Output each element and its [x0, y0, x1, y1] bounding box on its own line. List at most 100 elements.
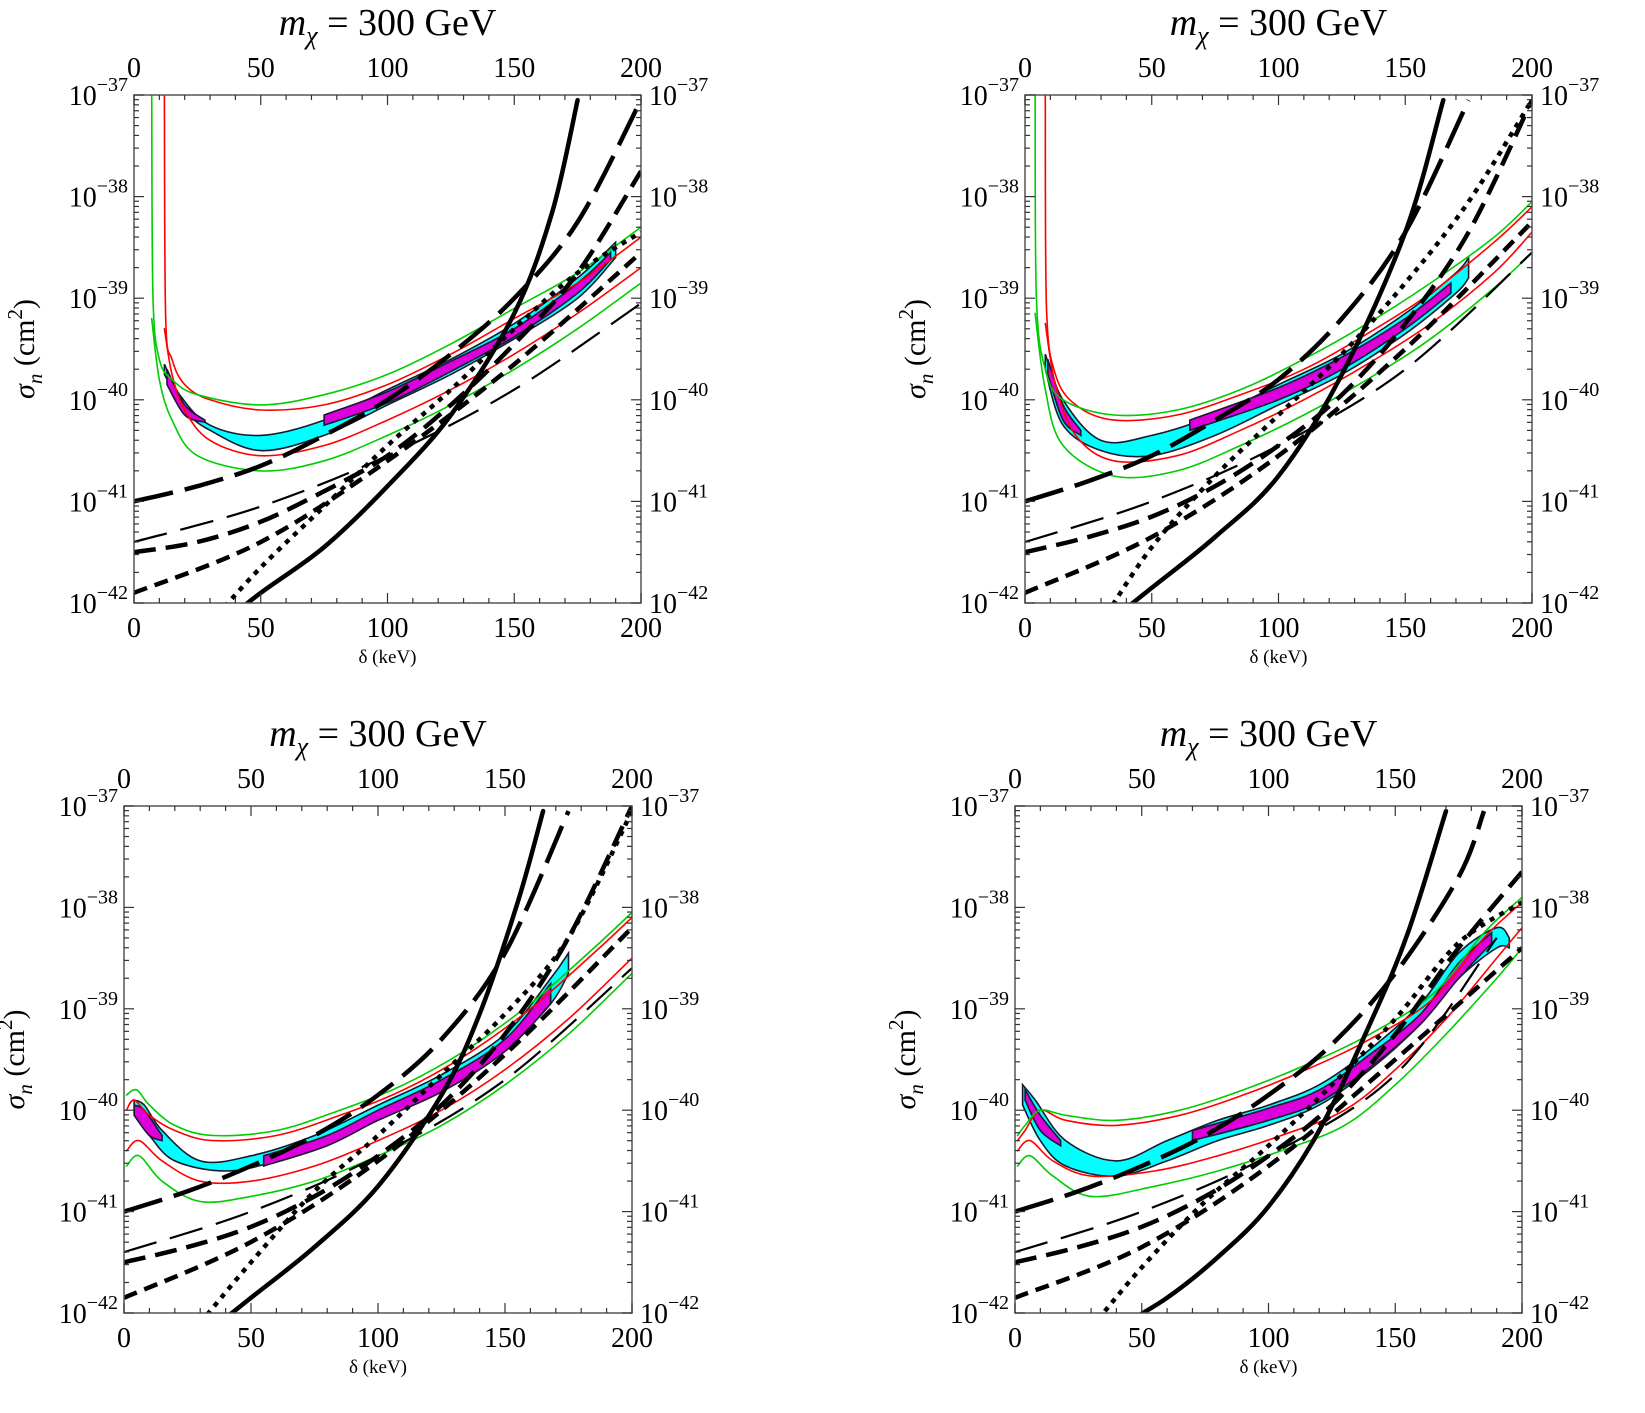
y-tick-label-right: 10−40 — [1530, 1089, 1589, 1127]
y-tick-base: 10 — [69, 81, 97, 112]
series-line-5 — [1016, 896, 1522, 1137]
y-tick-exp: −39 — [668, 988, 699, 1010]
y-tick-exp: −38 — [87, 886, 118, 908]
y-tick-base: 10 — [960, 589, 988, 620]
y-tick-exp: −40 — [668, 1089, 699, 1111]
ylabel-close: ) — [889, 1010, 922, 1020]
y-tick-base: 10 — [1540, 386, 1568, 417]
y-tick-base: 10 — [649, 386, 677, 417]
x-tick-label-top: 50 — [247, 53, 275, 84]
x-tick-label-top: 50 — [237, 764, 265, 795]
y-tick-exp: −38 — [97, 176, 128, 198]
title-rest: = 300 GeV — [1209, 2, 1388, 44]
y-tick-label-right: 10−38 — [1540, 176, 1599, 214]
y-tick-exp: −40 — [978, 1089, 1009, 1111]
y-tick-label: 10−38 — [69, 176, 128, 214]
title-var: m — [279, 2, 306, 44]
y-tick-label-right: 10−38 — [649, 176, 708, 214]
y-tick-exp: −42 — [988, 582, 1019, 604]
y-tick-base: 10 — [640, 1096, 668, 1127]
y-tick-base: 10 — [1540, 284, 1568, 315]
series-line-11 — [124, 926, 632, 1300]
y-tick-exp: −38 — [978, 886, 1009, 908]
y-tick-label-right: 10−42 — [1530, 1292, 1589, 1330]
y-tick-exp: −41 — [97, 480, 128, 502]
series-line-6 — [150, 282, 641, 472]
y-tick-label: 10−39 — [950, 988, 1009, 1026]
x-tick-label: 200 — [1511, 613, 1553, 644]
x-tick-label-top: 100 — [367, 53, 409, 84]
x-tick-label-top: 150 — [1374, 764, 1416, 795]
y-tick-base: 10 — [1540, 183, 1568, 214]
y-tick-label: 10−39 — [960, 277, 1019, 315]
ylabel-sym: σ — [0, 1093, 31, 1109]
series-line-7 — [228, 808, 546, 1313]
y-tick-exp: −40 — [97, 379, 128, 401]
series-line-8 — [225, 230, 641, 603]
panel-top-left: mχ = 300 GeV00505010010015015020020010−4… — [3, 2, 708, 668]
y-tick-exp: −39 — [1558, 988, 1589, 1010]
y-tick-exp: −38 — [1558, 886, 1589, 908]
panel-bottom-right: mχ = 300 GeV00505010010015015020020010−4… — [884, 713, 1589, 1378]
x-tick-label: 50 — [1128, 1323, 1156, 1354]
series-line-11 — [1025, 220, 1532, 595]
series-line-12 — [1015, 937, 1498, 1254]
x-tick-label-top: 200 — [611, 764, 653, 795]
y-tick-exp: −37 — [978, 785, 1009, 807]
y-tick-label-right: 10−38 — [640, 886, 699, 924]
x-axis-label: δ (keV) — [1249, 647, 1307, 668]
x-tick-label: 200 — [620, 613, 662, 644]
plot-area — [134, 95, 641, 603]
y-tick-label-right: 10−39 — [1540, 277, 1599, 315]
y-tick-label: 10−37 — [69, 74, 128, 112]
y-tick-exp: −39 — [677, 277, 708, 299]
ylabel-sup: 2 — [0, 1020, 17, 1031]
y-tick-base: 10 — [1530, 1096, 1558, 1127]
y-tick-exp: −41 — [668, 1191, 699, 1213]
y-tick-base: 10 — [960, 386, 988, 417]
title-sub: χ — [1184, 732, 1199, 761]
ylabel-sub: n — [13, 1084, 37, 1095]
y-tick-label: 10−40 — [69, 379, 128, 417]
y-tick-label-right: 10−42 — [640, 1292, 699, 1330]
series-line-12 — [1025, 251, 1532, 544]
y-tick-label-right: 10−37 — [649, 74, 708, 112]
region-1 — [1024, 1087, 1062, 1148]
series-line-5 — [125, 911, 632, 1137]
y-tick-label: 10−38 — [950, 886, 1009, 924]
y-tick-base: 10 — [640, 1198, 668, 1229]
y-tick-exp: −37 — [87, 785, 118, 807]
y-tick-label-right: 10−41 — [1530, 1191, 1589, 1229]
ylabel-unit: (cm — [8, 320, 41, 374]
y-tick-base: 10 — [59, 1198, 87, 1229]
x-tick-label: 150 — [1374, 1323, 1416, 1354]
series-line-12 — [134, 302, 641, 544]
y-tick-label: 10−37 — [59, 785, 118, 823]
y-tick-label-right: 10−37 — [640, 785, 699, 823]
x-tick-label-top: 50 — [1138, 53, 1166, 84]
y-tick-label: 10−39 — [59, 988, 118, 1026]
y-tick-exp: −39 — [978, 988, 1009, 1010]
y-tick-base: 10 — [960, 183, 988, 214]
y-tick-base: 10 — [950, 893, 978, 924]
series-line-6 — [1016, 947, 1522, 1198]
chart-title: mχ = 300 GeV — [279, 2, 497, 50]
series-line-4 — [163, 266, 641, 457]
y-tick-base: 10 — [1540, 487, 1568, 518]
y-tick-base: 10 — [1530, 792, 1558, 823]
region-2 — [1191, 930, 1493, 1142]
y-tick-label: 10−42 — [59, 1292, 118, 1330]
x-tick-label: 100 — [367, 613, 409, 644]
y-axis-label: σn (cm2) — [894, 299, 938, 399]
y-tick-exp: −40 — [87, 1089, 118, 1111]
y-tick-exp: −37 — [1558, 785, 1589, 807]
x-tick-label-top: 0 — [117, 764, 131, 795]
y-tick-exp: −40 — [677, 379, 708, 401]
series-line-10 — [134, 170, 641, 555]
y-tick-base: 10 — [950, 1198, 978, 1229]
plot-frame — [123, 805, 633, 1314]
y-tick-exp: −41 — [87, 1191, 118, 1213]
series-line-3 — [125, 916, 632, 1142]
x-tick-label-top: 200 — [1511, 53, 1553, 84]
